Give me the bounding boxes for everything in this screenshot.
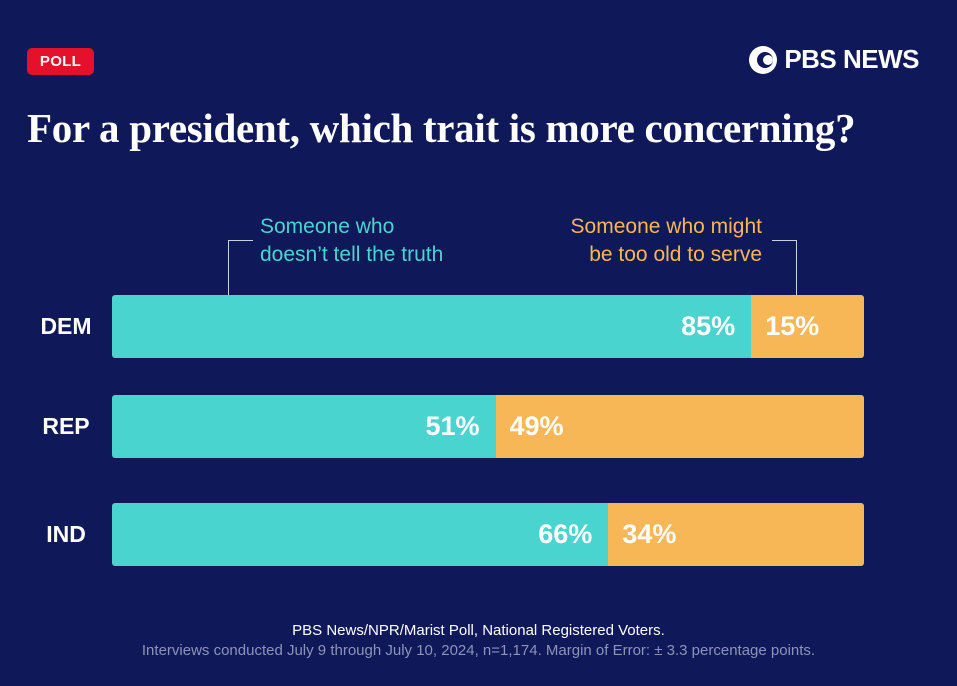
legend-truth-bracket [228,240,253,295]
legend-old: Someone who might be too old to serve [520,213,762,269]
bar-row-rep: REP 51% 49% [0,395,957,458]
bar-row-dem: DEM 85% 15% [0,295,957,358]
methodology-note: Interviews conducted July 9 through July… [141,642,816,659]
data-label: 15% [765,311,820,341]
source-line: PBS News/NPR/Marist Poll, National Regis… [292,622,665,639]
bar-segment-too-old: 34% [608,503,864,566]
legend-old-line-1: Someone who might [570,215,762,238]
stacked-bar: 85% 15% [112,295,864,358]
pbs-head-icon [749,45,778,74]
brand-name: PBS NEWS [784,44,919,74]
data-label: 51% [425,411,480,441]
bar-segment-truth: 85% [112,295,752,358]
bar-segment-truth: 66% [112,503,609,566]
data-label: 49% [509,411,564,441]
pbs-news-logo: PBS NEWS [748,44,919,75]
data-label: 34% [622,519,677,549]
legend-truth-line-1: Someone who [260,215,395,238]
legend-old-bracket [772,240,797,295]
data-label: 66% [538,519,593,549]
category-label: REP [42,413,90,439]
legend-truth: Someone who doesn’t tell the truth [260,213,443,269]
chart-title: For a president, which trait is more con… [27,105,856,151]
legend-truth-line-2: doesn’t tell the truth [260,243,444,266]
bar-row-ind: IND 66% 34% [0,503,957,566]
bar-segment-too-old: 49% [495,395,864,458]
bar-segment-truth: 51% [112,395,496,458]
stacked-bar: 66% 34% [112,503,864,566]
data-label: 85% [681,311,736,341]
poll-badge: POLL [27,48,94,75]
legend-old-line-2: be too old to serve [589,243,762,266]
category-label: IND [46,521,86,547]
category-label: DEM [40,313,92,339]
stacked-bar: 51% 49% [112,395,864,458]
bar-segment-too-old: 15% [751,295,864,358]
